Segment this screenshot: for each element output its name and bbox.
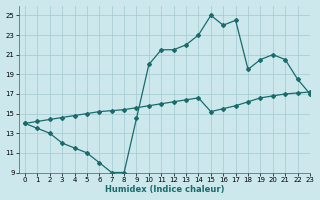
- X-axis label: Humidex (Indice chaleur): Humidex (Indice chaleur): [105, 185, 224, 194]
